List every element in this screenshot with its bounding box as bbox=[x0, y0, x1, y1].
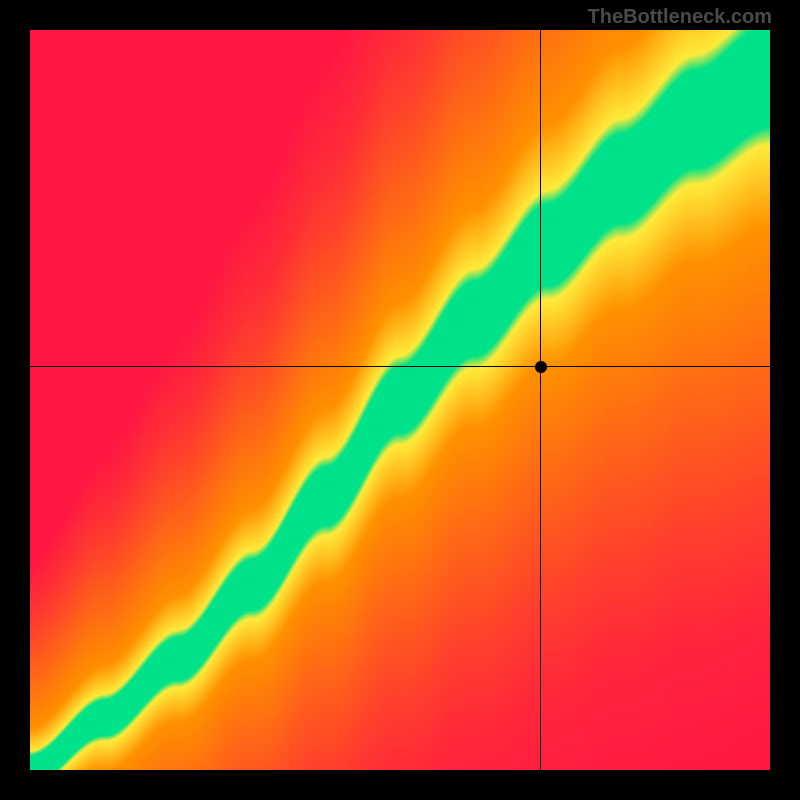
crosshair-vertical bbox=[540, 30, 541, 770]
plot-frame bbox=[30, 30, 770, 770]
bottleneck-heatmap bbox=[30, 30, 770, 770]
intersection-marker bbox=[535, 361, 547, 373]
crosshair-horizontal bbox=[30, 366, 770, 367]
watermark-text: TheBottleneck.com bbox=[588, 6, 772, 29]
